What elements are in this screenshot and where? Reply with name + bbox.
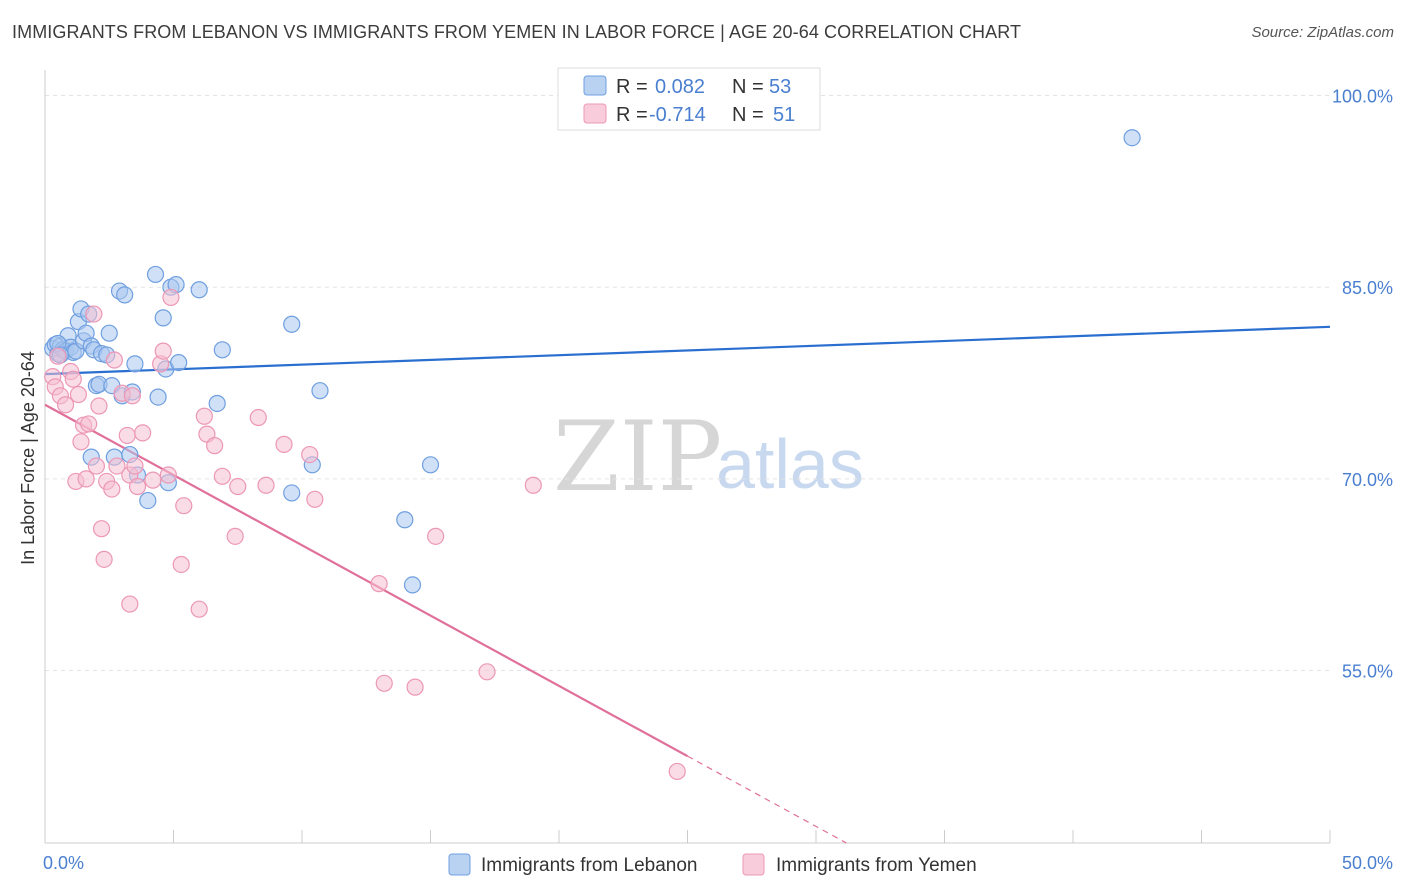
data-point-lebanon [421, 456, 440, 474]
watermark-zip: ZIP [553, 401, 722, 513]
legend-n-value-yemen: 51 [773, 104, 795, 126]
data-point-lebanon [170, 353, 188, 372]
data-point-yemen [118, 426, 136, 445]
data-point-yemen [72, 433, 90, 451]
data-point-yemen [92, 520, 111, 538]
data-point-yemen [406, 678, 424, 696]
data-point-yemen [301, 445, 319, 464]
data-point-yemen [154, 342, 172, 360]
y-tick-label: 100.0% [1332, 87, 1393, 107]
correlation-legend: R = 0.082 N = 53 R = -0.714 N = 51 [557, 67, 821, 131]
data-point-yemen [108, 457, 126, 475]
data-point-lebanon [283, 315, 301, 333]
data-point-yemen [275, 435, 293, 453]
data-point-yemen [206, 437, 224, 455]
data-point-lebanon [154, 309, 172, 327]
data-point-yemen [427, 527, 445, 545]
legend-swatch-yemen [583, 103, 607, 124]
trend-line-yemen [44, 403, 689, 758]
data-point-yemen [87, 457, 106, 475]
data-point-yemen [478, 663, 496, 681]
watermark-atlas: atlas [716, 425, 864, 503]
data-point-yemen [123, 387, 141, 405]
data-point-yemen [49, 347, 67, 365]
bottom-legend-swatch-lebanon [448, 853, 471, 876]
trend-layer [44, 325, 1331, 844]
legend-n-label-yemen: N = [732, 104, 764, 126]
bottom-legend-swatch-yemen [742, 853, 765, 876]
chart-source: Source: ZipAtlas.com [1251, 24, 1394, 41]
chart-title: IMMIGRANTS FROM LEBANON VS IMMIGRANTS FR… [12, 22, 1022, 42]
data-point-lebanon [396, 511, 414, 529]
data-point-yemen [90, 397, 108, 415]
data-point-yemen [370, 575, 388, 593]
data-point-lebanon [116, 286, 134, 304]
trend-line-dashed-yemen [687, 755, 847, 844]
data-point-lebanon [403, 576, 422, 594]
data-point-yemen [56, 396, 75, 414]
points-layer [44, 129, 1141, 781]
data-point-yemen [85, 305, 103, 323]
data-point-yemen [159, 466, 177, 484]
data-point-lebanon [190, 281, 208, 299]
x-tick-label-min: 0.0% [43, 853, 84, 873]
y-tick-label: 55.0% [1342, 662, 1393, 682]
y-axis-label: In Labor Force | Age 20-64 [18, 351, 38, 565]
data-point-yemen [103, 480, 121, 498]
data-point-yemen [524, 476, 542, 494]
data-point-yemen [69, 385, 88, 404]
data-point-yemen [306, 490, 324, 508]
data-point-yemen [668, 762, 686, 781]
data-point-lebanon [100, 324, 118, 342]
data-point-lebanon [149, 388, 167, 406]
data-point-yemen [134, 424, 152, 442]
data-point-yemen [77, 470, 95, 488]
x-tick-label-max: 50.0% [1342, 853, 1393, 873]
data-point-yemen [257, 476, 275, 494]
y-tick-label: 70.0% [1342, 470, 1393, 490]
data-point-lebanon [1123, 129, 1141, 147]
data-point-lebanon [213, 341, 231, 359]
axis-layer: 55.0% 70.0% 85.0% 100.0% 0.0% 50.0% [43, 70, 1393, 873]
data-point-yemen [80, 415, 98, 433]
bottom-legend-label-yemen: Immigrants from Yemen [776, 855, 977, 876]
data-point-yemen [105, 351, 123, 369]
data-point-yemen [95, 550, 113, 568]
legend-n-label-lebanon: N = [732, 76, 764, 98]
series-legend: Immigrants from Lebanon Immigrants from … [448, 853, 977, 876]
data-point-yemen [229, 477, 247, 496]
data-point-lebanon [311, 382, 329, 400]
data-point-yemen [64, 370, 82, 388]
y-tick-label: 85.0% [1342, 278, 1393, 298]
data-point-yemen [190, 600, 208, 618]
data-point-yemen [175, 497, 193, 515]
data-point-lebanon [139, 491, 157, 510]
trend-line-lebanon [44, 325, 1331, 376]
legend-r-value-yemen: -0.714 [649, 104, 706, 126]
data-point-lebanon [208, 394, 226, 413]
data-point-lebanon [283, 484, 301, 502]
data-point-yemen [121, 595, 139, 613]
bottom-legend-label-lebanon: Immigrants from Lebanon [481, 855, 698, 876]
legend-r-label-lebanon: R = [616, 76, 648, 98]
data-point-lebanon [126, 355, 144, 373]
data-point-yemen [162, 288, 180, 307]
legend-swatch-lebanon [583, 75, 607, 96]
data-point-lebanon [146, 265, 165, 284]
data-point-yemen [172, 555, 190, 574]
data-point-yemen [195, 407, 213, 425]
data-point-yemen [226, 527, 244, 545]
legend-n-value-lebanon: 53 [769, 76, 791, 98]
legend-r-value-lebanon: 0.082 [655, 76, 705, 98]
grid-layer [45, 95, 1330, 672]
data-point-yemen [249, 408, 267, 427]
data-point-yemen [144, 471, 162, 489]
data-point-yemen [126, 457, 144, 475]
legend-r-label-yemen: R = [616, 104, 648, 126]
data-point-yemen [213, 467, 231, 485]
data-point-yemen [128, 477, 147, 496]
data-point-yemen [375, 674, 393, 692]
